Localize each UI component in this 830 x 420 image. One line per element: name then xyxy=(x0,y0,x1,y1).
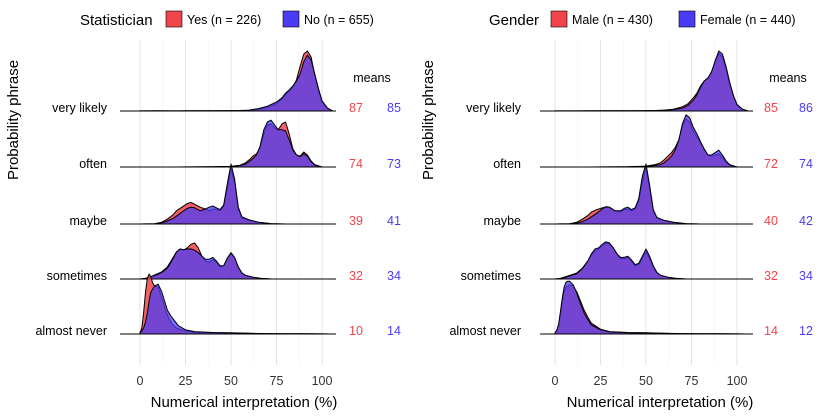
gridlines xyxy=(554,40,738,365)
chart-panel-1: Statistician Yes (n = 226) No (n = 655) mea… xyxy=(5,10,401,411)
x-axis: 0 25 50 75 100 Numerical interpretation (%) xyxy=(552,374,754,411)
ridge-often: often 74 73 xyxy=(79,119,401,171)
density-series-b xyxy=(554,163,702,225)
density-series-b xyxy=(554,114,738,168)
mean-value-a: 72 xyxy=(764,157,778,171)
density-series-b xyxy=(139,248,272,280)
ridge-almost-never: almost never 14 12 xyxy=(449,280,813,338)
mean-value-a: 32 xyxy=(764,269,778,283)
ridge-almost-never: almost never 10 14 xyxy=(35,273,401,338)
category-label: maybe xyxy=(69,214,107,228)
mean-value-a: 39 xyxy=(349,214,363,228)
x-tick-label: 75 xyxy=(270,374,284,388)
legend-label: Male (n = 430) xyxy=(572,13,653,27)
mean-value-b: 85 xyxy=(387,101,401,115)
legend: Gender Male (n = 430) Female (n = 440) xyxy=(489,10,796,29)
mean-value-b: 42 xyxy=(799,214,813,228)
category-label: sometimes xyxy=(47,269,107,283)
mean-value-b: 34 xyxy=(387,269,401,283)
density-series-b xyxy=(139,54,334,112)
x-tick-label: 0 xyxy=(552,374,559,388)
mean-value-b: 12 xyxy=(799,324,813,338)
x-tick-label: 75 xyxy=(685,374,699,388)
mean-value-a: 14 xyxy=(764,324,778,338)
legend-swatch xyxy=(282,10,300,28)
ridge-maybe: maybe 39 41 xyxy=(69,163,401,228)
category-label: sometimes xyxy=(461,269,521,283)
mean-value-a: 85 xyxy=(764,101,778,115)
mean-value-b: 14 xyxy=(387,324,401,338)
x-axis-label: Numerical interpretation (%) xyxy=(567,394,754,411)
x-tick-label: 25 xyxy=(594,374,608,388)
x-tick-label: 25 xyxy=(179,374,193,388)
density-series-b xyxy=(554,280,747,335)
x-tick-label: 100 xyxy=(312,374,333,388)
legend-label: Female (n = 440) xyxy=(700,13,796,27)
y-axis-label: Probability phrase xyxy=(5,60,22,180)
x-axis: 0 25 50 75 100 Numerical interpretation (%) xyxy=(137,374,338,411)
legend-title: Gender xyxy=(489,12,539,29)
x-tick-label: 50 xyxy=(639,374,653,388)
ridge-often: often 72 74 xyxy=(493,114,813,171)
legend-label: Yes (n = 226) xyxy=(187,13,261,27)
legend-swatch xyxy=(165,10,183,28)
category-label: maybe xyxy=(483,214,521,228)
mean-value-b: 41 xyxy=(387,214,401,228)
density-series-b xyxy=(139,283,332,335)
category-label: often xyxy=(493,157,521,171)
legend-title: Statistician xyxy=(80,12,153,29)
legend: Statistician Yes (n = 226) No (n = 655) xyxy=(80,10,374,29)
mean-value-a: 32 xyxy=(349,269,363,283)
x-tick-label: 50 xyxy=(224,374,238,388)
category-label: very likely xyxy=(466,101,522,115)
category-label: often xyxy=(79,157,107,171)
mean-value-a: 87 xyxy=(349,101,363,115)
ridge-very-likely: very likely 87 85 xyxy=(52,50,401,115)
mean-value-a: 10 xyxy=(349,324,363,338)
mean-value-a: 40 xyxy=(764,214,778,228)
x-tick-label: 0 xyxy=(137,374,144,388)
mean-value-a: 74 xyxy=(349,157,363,171)
category-label: almost never xyxy=(449,324,521,338)
ridge-sometimes: sometimes 32 34 xyxy=(47,242,401,283)
density-series-b xyxy=(139,119,323,168)
mean-value-b: 34 xyxy=(799,269,813,283)
mean-value-b: 86 xyxy=(799,101,813,115)
density-series-b xyxy=(554,241,687,280)
density-series-b xyxy=(554,50,749,112)
category-label: almost never xyxy=(35,324,107,338)
y-axis-label: Probability phrase xyxy=(420,60,437,180)
legend-swatch xyxy=(678,10,696,28)
ridge-maybe: maybe 40 42 xyxy=(483,163,813,228)
ridge-sometimes: sometimes 32 34 xyxy=(461,241,813,283)
means-label: means xyxy=(769,71,807,85)
x-tick-label: 100 xyxy=(727,374,748,388)
mean-value-b: 74 xyxy=(799,157,813,171)
density-series-b xyxy=(139,163,287,225)
mean-value-b: 73 xyxy=(387,157,401,171)
means-label: means xyxy=(353,71,391,85)
category-label: very likely xyxy=(52,101,108,115)
legend-swatch xyxy=(550,10,568,28)
ridge-very-likely: very likely 85 86 xyxy=(466,50,813,115)
chart-panel-2: Gender Male (n = 430) Female (n = 440) mean… xyxy=(420,10,813,411)
legend-label: No (n = 655) xyxy=(304,13,374,27)
x-axis-label: Numerical interpretation (%) xyxy=(151,394,338,411)
